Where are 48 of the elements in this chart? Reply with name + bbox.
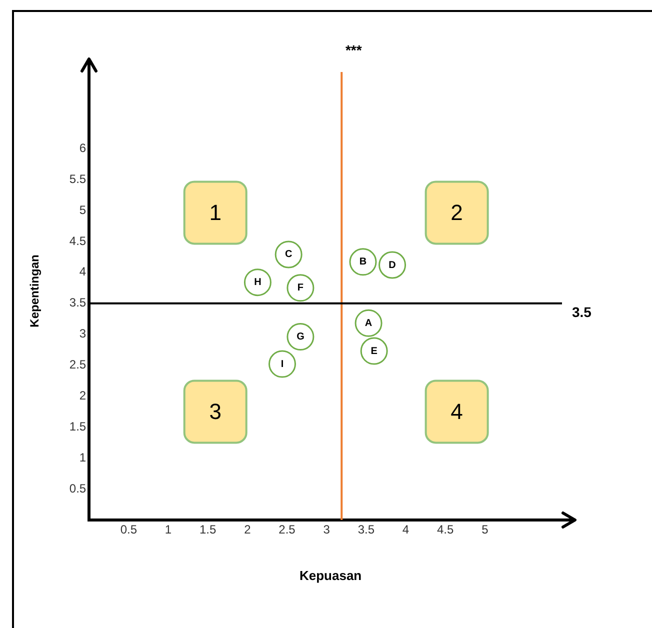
y-tick-label: 2.5 [69,358,86,372]
annotation: 1 [209,200,222,225]
data-label: E [370,346,378,357]
y-tick-label: 0.5 [69,481,86,496]
point [286,323,314,351]
point [268,350,296,378]
data-label: D [388,260,396,271]
x-tick-label: 2 [244,522,252,537]
point [360,337,388,365]
x-tick-label: 3 [323,522,330,537]
y-tick-label: 1 [79,450,86,464]
annotation: 2 [450,200,463,225]
data-label: A [364,318,372,329]
point [349,248,377,276]
y-tick-label: 4 [79,264,86,279]
x-tick-label: 1 [164,522,172,537]
x-tick-label: 4.5 [436,522,454,537]
y-axis-title: Kepentingan [28,254,42,328]
point [378,251,406,279]
data-label: I [280,358,284,370]
y-tick-label: 4.5 [69,234,86,248]
point [274,240,302,268]
point [286,274,314,302]
y-tick-label: 3.5 [69,296,86,310]
annotation: 4 [450,398,463,424]
y-tick-label: 2 [79,388,86,403]
x-tick-label: 1.5 [199,522,216,537]
y-tick-label: 5.5 [69,172,86,186]
x-tick-label: 4 [402,522,410,537]
x-axis-title: Kepuasan [299,568,362,583]
data-label: C [284,249,292,260]
data-label: F [297,282,304,294]
x-tick-label: 5 [482,522,489,537]
point [244,268,272,296]
data-label: B [359,256,367,268]
x-tick-label: 0.5 [120,522,138,537]
y-tick-label: 1.5 [69,419,86,434]
y-tick-label: 6 [79,140,86,155]
ref-line-label: *** [345,42,362,58]
point [354,309,382,337]
y-tick-label: 3 [79,326,86,341]
ref-line-label: 3.5 [572,304,592,320]
x-tick-label: 3.5 [358,522,375,537]
data-label: H [254,277,262,288]
y-tick-label: 5 [79,202,86,217]
x-tick-label: 2.5 [278,522,296,537]
data-label: G [296,332,305,343]
annotation: 3 [209,398,222,424]
